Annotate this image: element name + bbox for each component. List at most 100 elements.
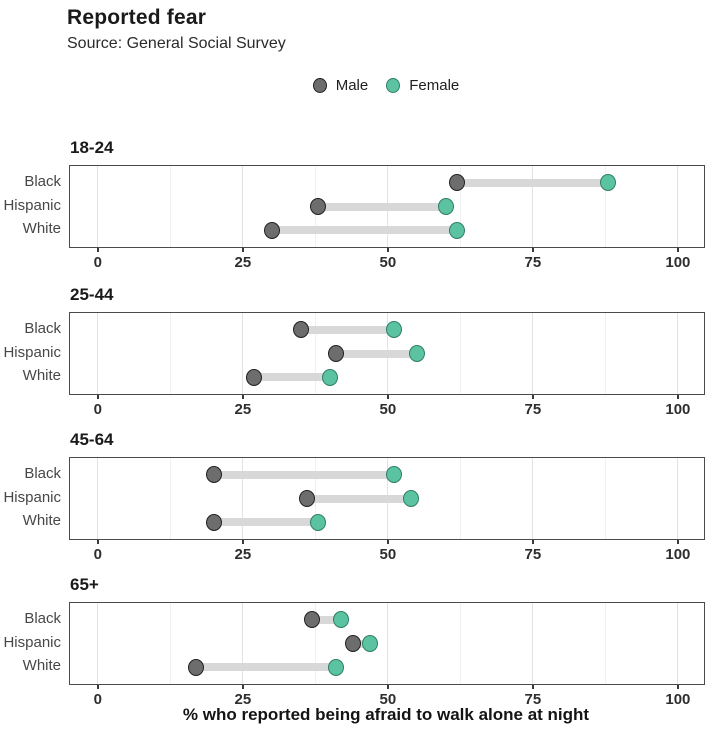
male-dot-white	[263, 221, 280, 239]
minor-gridline	[169, 166, 171, 247]
facet-title-25-44: 25-44	[70, 285, 114, 304]
male-dot-black	[292, 321, 309, 339]
major-gridline	[532, 166, 534, 247]
x-tick-label: 75	[524, 691, 542, 708]
x-tick-label: 100	[665, 254, 691, 271]
row-label-white: White	[22, 220, 61, 238]
major-gridline	[242, 313, 244, 394]
row-label-white: White	[22, 367, 61, 385]
connector-white	[196, 663, 336, 672]
male-dot-black	[449, 174, 466, 192]
x-tick-mark	[96, 248, 99, 252]
male-dot-black	[205, 466, 222, 484]
x-tick-label: 0	[93, 546, 102, 563]
male-dot-black	[304, 611, 321, 629]
legend-item-female: Female	[386, 77, 459, 94]
row-label-hispanic: Hispanic	[3, 196, 61, 214]
minor-gridline	[459, 166, 461, 247]
major-gridline	[677, 603, 679, 684]
x-tick-mark	[241, 685, 244, 689]
major-gridline	[677, 313, 679, 394]
x-tick-mark	[531, 395, 534, 399]
row-label-white: White	[22, 657, 61, 675]
x-tick-mark	[386, 540, 389, 544]
major-gridline	[97, 458, 99, 539]
x-axis-title: % who reported being afraid to walk alon…	[182, 705, 590, 724]
connector-white	[271, 226, 458, 235]
minor-gridline	[169, 458, 171, 539]
x-tick-mark	[676, 540, 679, 544]
x-tick-label: 25	[234, 401, 252, 418]
x-tick-label: 75	[524, 546, 542, 563]
x-tick-label: 50	[379, 546, 397, 563]
connector-white	[213, 518, 319, 527]
x-tick-label: 100	[665, 401, 691, 418]
x-tick-mark	[531, 685, 534, 689]
x-tick-mark	[676, 248, 679, 252]
x-tick-mark	[96, 685, 99, 689]
minor-gridline	[169, 313, 171, 394]
female-dot-hispanic	[408, 345, 425, 362]
row-label-black: Black	[24, 609, 61, 627]
row-label-black: Black	[24, 464, 61, 482]
female-dot-white	[321, 368, 338, 386]
legend-female-dot-icon	[386, 78, 401, 93]
x-tick-mark	[531, 248, 534, 252]
male-dot-hispanic	[298, 490, 315, 507]
female-dot-black	[333, 611, 350, 629]
connector-hispanic	[318, 202, 446, 211]
major-gridline	[97, 166, 99, 247]
legend: Male Female	[69, 77, 703, 94]
x-tick-label: 100	[665, 546, 691, 563]
chart-title: Reported fear	[67, 6, 207, 29]
major-gridline	[677, 166, 679, 247]
female-dot-black	[385, 321, 402, 339]
x-tick-label: 50	[379, 401, 397, 418]
minor-gridline	[604, 313, 606, 394]
male-dot-hispanic	[310, 198, 327, 215]
female-dot-black	[600, 174, 617, 192]
x-tick-mark	[96, 540, 99, 544]
male-dot-white	[246, 368, 263, 386]
female-dot-hispanic	[362, 635, 379, 652]
panel-25-44	[69, 312, 705, 395]
x-tick-mark	[676, 395, 679, 399]
facet-title-18-24: 18-24	[70, 138, 114, 157]
major-gridline	[387, 603, 389, 684]
connector-white	[254, 373, 330, 382]
major-gridline	[242, 603, 244, 684]
x-tick-mark	[386, 248, 389, 252]
chart-subtitle: Source: General Social Survey	[67, 35, 286, 52]
connector-black	[312, 615, 342, 624]
row-label-black: Black	[24, 319, 61, 337]
male-dot-hispanic	[345, 635, 362, 652]
x-tick-label: 25	[234, 691, 252, 708]
male-dot-white	[205, 513, 222, 531]
x-tick-label: 0	[93, 401, 102, 418]
row-label-hispanic: Hispanic	[3, 488, 61, 506]
female-dot-black	[385, 466, 402, 484]
x-tick-mark	[241, 395, 244, 399]
legend-label: Female	[409, 77, 460, 94]
minor-gridline	[314, 313, 316, 394]
x-tick-mark	[386, 395, 389, 399]
x-tick-label: 75	[524, 254, 542, 271]
major-gridline	[97, 603, 99, 684]
female-dot-hispanic	[437, 198, 454, 215]
row-label-hispanic: Hispanic	[3, 633, 61, 651]
major-gridline	[532, 458, 534, 539]
minor-gridline	[604, 458, 606, 539]
row-label-white: White	[22, 512, 61, 530]
minor-gridline	[459, 603, 461, 684]
legend-label: Male	[335, 77, 369, 94]
minor-gridline	[169, 603, 171, 684]
x-tick-label: 0	[93, 691, 102, 708]
female-dot-white	[327, 658, 344, 676]
panel-45-64	[69, 457, 705, 540]
major-gridline	[242, 166, 244, 247]
legend-male-dot-icon	[312, 78, 327, 93]
connector-black	[213, 470, 394, 479]
major-gridline	[532, 603, 534, 684]
panel-65+	[69, 602, 705, 685]
